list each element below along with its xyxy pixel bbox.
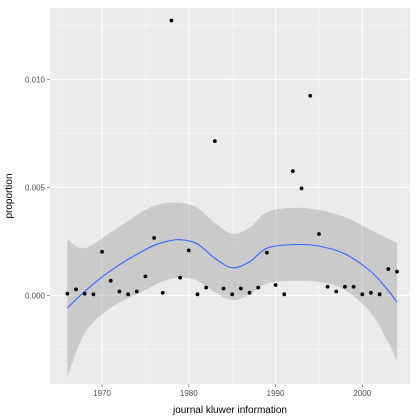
y-tick-label: 0.010: [25, 75, 46, 84]
points-layer: [65, 18, 399, 297]
data-point: [212, 139, 217, 144]
y-tick-label: 0.000: [25, 291, 46, 300]
data-point: [360, 292, 365, 297]
data-point: [91, 292, 96, 297]
x-tick-label: 1980: [180, 389, 198, 398]
y-axis-ticks: 0.000 0.005 0.010: [25, 75, 50, 300]
data-point: [386, 267, 391, 271]
data-point: [299, 186, 304, 191]
grid-major: [50, 8, 410, 384]
data-point: [204, 285, 209, 290]
data-point: [317, 232, 321, 236]
smooth-line-layer: [66, 239, 398, 309]
data-point: [108, 278, 113, 283]
x-axis-ticks: 1970 1980 1990 2000: [93, 384, 372, 398]
data-point: [134, 289, 139, 294]
y-axis-title: proportion: [4, 173, 15, 218]
data-point: [117, 289, 122, 294]
x-axis-title: journal kluwer information: [172, 405, 287, 416]
data-point: [351, 284, 356, 289]
smooth-fit-line: [66, 239, 398, 309]
data-point: [186, 248, 191, 253]
data-point: [169, 18, 174, 23]
data-point: [273, 283, 278, 287]
confidence-ribbon: [67, 202, 397, 378]
data-point: [65, 291, 70, 296]
data-point: [178, 275, 183, 280]
data-point: [247, 290, 252, 295]
data-point: [82, 291, 87, 296]
data-point: [221, 286, 226, 291]
data-point: [377, 292, 382, 297]
data-point: [160, 290, 165, 295]
data-point: [395, 269, 399, 274]
data-point: [264, 250, 269, 255]
data-point: [308, 93, 313, 98]
data-point: [230, 292, 235, 297]
data-point: [325, 284, 330, 289]
data-point: [143, 274, 148, 279]
data-point: [282, 292, 287, 297]
data-point: [126, 292, 130, 297]
data-point: [195, 292, 200, 297]
confidence-ribbon-layer: [67, 202, 397, 378]
data-point: [369, 290, 373, 295]
data-point: [74, 287, 78, 292]
data-point: [152, 236, 156, 240]
x-tick-label: 1990: [267, 389, 285, 398]
data-point: [343, 284, 347, 289]
y-tick-label: 0.005: [25, 183, 46, 192]
data-point: [238, 286, 243, 291]
data-point: [256, 285, 261, 290]
panel-background: [50, 8, 410, 384]
x-tick-label: 2000: [353, 389, 371, 398]
data-point: [100, 249, 104, 254]
grid-minor: [50, 8, 410, 384]
data-point: [334, 289, 339, 294]
x-tick-label: 1970: [93, 389, 111, 398]
data-point: [290, 169, 295, 174]
